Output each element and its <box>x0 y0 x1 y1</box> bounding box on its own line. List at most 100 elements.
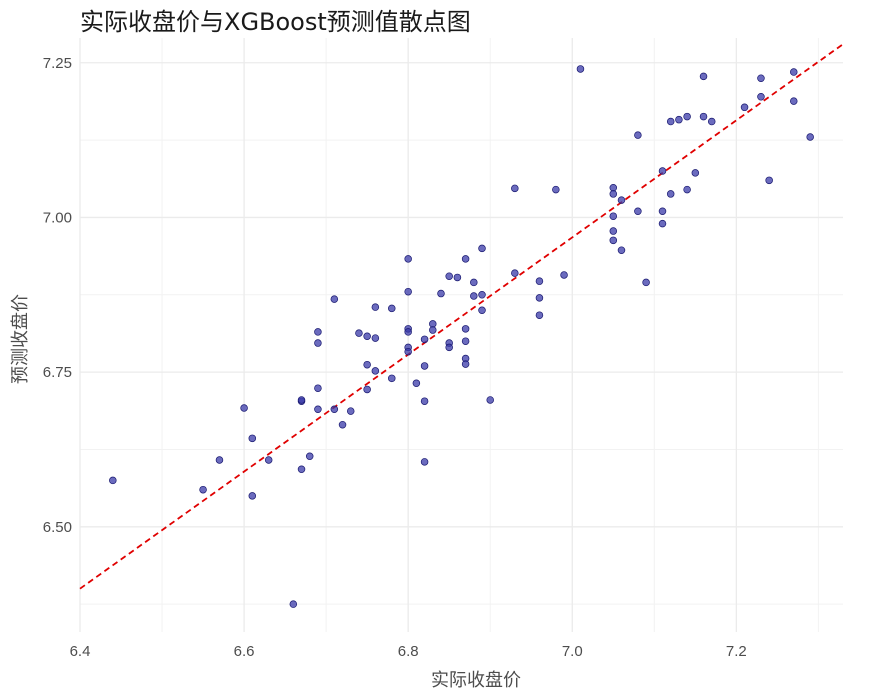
data-point <box>535 294 544 302</box>
x-tick-label: 6.6 <box>234 643 255 660</box>
data-point <box>388 374 396 383</box>
data-point <box>437 289 445 298</box>
data-point <box>445 343 453 352</box>
data-point <box>264 456 273 464</box>
data-point <box>683 112 691 121</box>
data-point <box>666 117 675 126</box>
data-point <box>560 271 568 279</box>
y-tick-label: 6.75 <box>43 364 72 381</box>
data-point <box>642 278 650 287</box>
data-point <box>445 272 453 280</box>
data-points <box>109 65 814 608</box>
x-axis-ticks: 6.4 6.6 6.8 7.0 7.2 <box>70 643 747 660</box>
reference-line <box>79 43 844 590</box>
data-point <box>470 292 478 300</box>
data-point <box>617 196 626 204</box>
data-point <box>314 405 322 414</box>
data-point <box>338 420 347 429</box>
data-point <box>470 278 478 287</box>
data-point <box>109 476 117 485</box>
data-point <box>330 405 339 414</box>
data-point <box>790 97 798 105</box>
data-point <box>371 334 380 342</box>
data-point <box>683 185 691 194</box>
data-point <box>314 328 322 336</box>
data-point <box>478 244 486 253</box>
data-point <box>412 379 421 388</box>
x-axis-title: 实际收盘价 <box>431 670 521 691</box>
x-tick-label: 7.2 <box>726 643 747 660</box>
data-point <box>330 295 339 303</box>
minor-gridlines <box>80 38 843 632</box>
data-point <box>757 93 765 101</box>
data-point <box>461 360 470 368</box>
data-point <box>388 304 396 313</box>
data-point <box>609 183 618 192</box>
data-point <box>461 255 470 263</box>
data-point <box>634 207 642 216</box>
data-point <box>486 396 494 404</box>
data-point <box>289 600 298 608</box>
data-point <box>248 492 257 500</box>
data-point <box>404 255 412 263</box>
data-point <box>297 465 306 474</box>
chart-title: 实际收盘价与XGBoost预测值散点图 <box>80 8 471 36</box>
data-point <box>461 325 470 333</box>
data-point <box>666 190 675 198</box>
data-point <box>355 329 363 337</box>
data-point <box>420 335 429 344</box>
data-point <box>658 219 667 228</box>
data-point <box>806 133 814 141</box>
data-point <box>363 360 371 369</box>
y-tick-label: 6.50 <box>43 519 72 536</box>
data-point <box>314 384 322 392</box>
data-point <box>576 65 585 73</box>
data-point <box>297 396 306 404</box>
y-tick-label: 7.00 <box>43 209 72 226</box>
data-point <box>371 303 380 311</box>
data-point <box>757 74 765 82</box>
data-point <box>707 117 716 126</box>
data-point <box>478 306 486 315</box>
data-point <box>658 207 667 216</box>
data-point <box>478 291 486 299</box>
y-tick-label: 7.25 <box>43 55 72 72</box>
data-point <box>535 277 544 285</box>
data-point <box>658 167 667 175</box>
major-gridlines <box>79 38 843 632</box>
data-point <box>420 458 429 466</box>
data-point <box>699 72 708 81</box>
data-point <box>511 269 519 277</box>
data-point <box>420 397 429 405</box>
data-point <box>535 311 544 319</box>
data-point <box>363 385 371 394</box>
data-point <box>511 184 519 193</box>
data-point <box>609 190 618 198</box>
data-point <box>453 273 462 282</box>
data-point <box>248 434 257 443</box>
data-point <box>699 112 708 121</box>
y-axis-ticks: 6.50 6.75 7.00 7.25 <box>43 55 72 536</box>
data-point <box>420 362 429 370</box>
data-point <box>609 227 618 235</box>
x-tick-label: 7.0 <box>562 643 583 660</box>
data-point <box>461 337 470 345</box>
data-point <box>765 176 773 185</box>
data-point <box>404 347 412 356</box>
data-point <box>363 332 371 340</box>
data-point <box>240 404 248 412</box>
data-point <box>371 367 380 375</box>
data-point <box>552 185 560 194</box>
data-point <box>429 326 437 334</box>
data-point <box>346 407 355 415</box>
data-point <box>634 131 642 139</box>
data-point <box>675 115 683 124</box>
x-tick-label: 6.8 <box>398 643 419 660</box>
data-point <box>740 103 749 112</box>
data-point <box>305 452 314 461</box>
x-tick-label: 6.4 <box>70 643 91 660</box>
data-point <box>609 212 618 220</box>
data-point <box>314 339 322 347</box>
data-point <box>617 246 626 254</box>
